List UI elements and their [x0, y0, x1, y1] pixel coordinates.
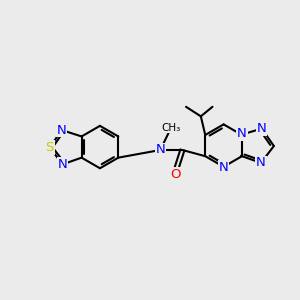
Text: N: N — [256, 156, 266, 170]
Text: CH₃: CH₃ — [161, 123, 181, 133]
Text: O: O — [170, 168, 180, 181]
Text: N: N — [57, 124, 67, 136]
Text: N: N — [257, 122, 267, 135]
Text: N: N — [58, 158, 68, 171]
Text: N: N — [237, 127, 247, 140]
Text: S: S — [46, 141, 54, 154]
Text: N: N — [155, 143, 165, 157]
Text: N: N — [219, 161, 229, 174]
